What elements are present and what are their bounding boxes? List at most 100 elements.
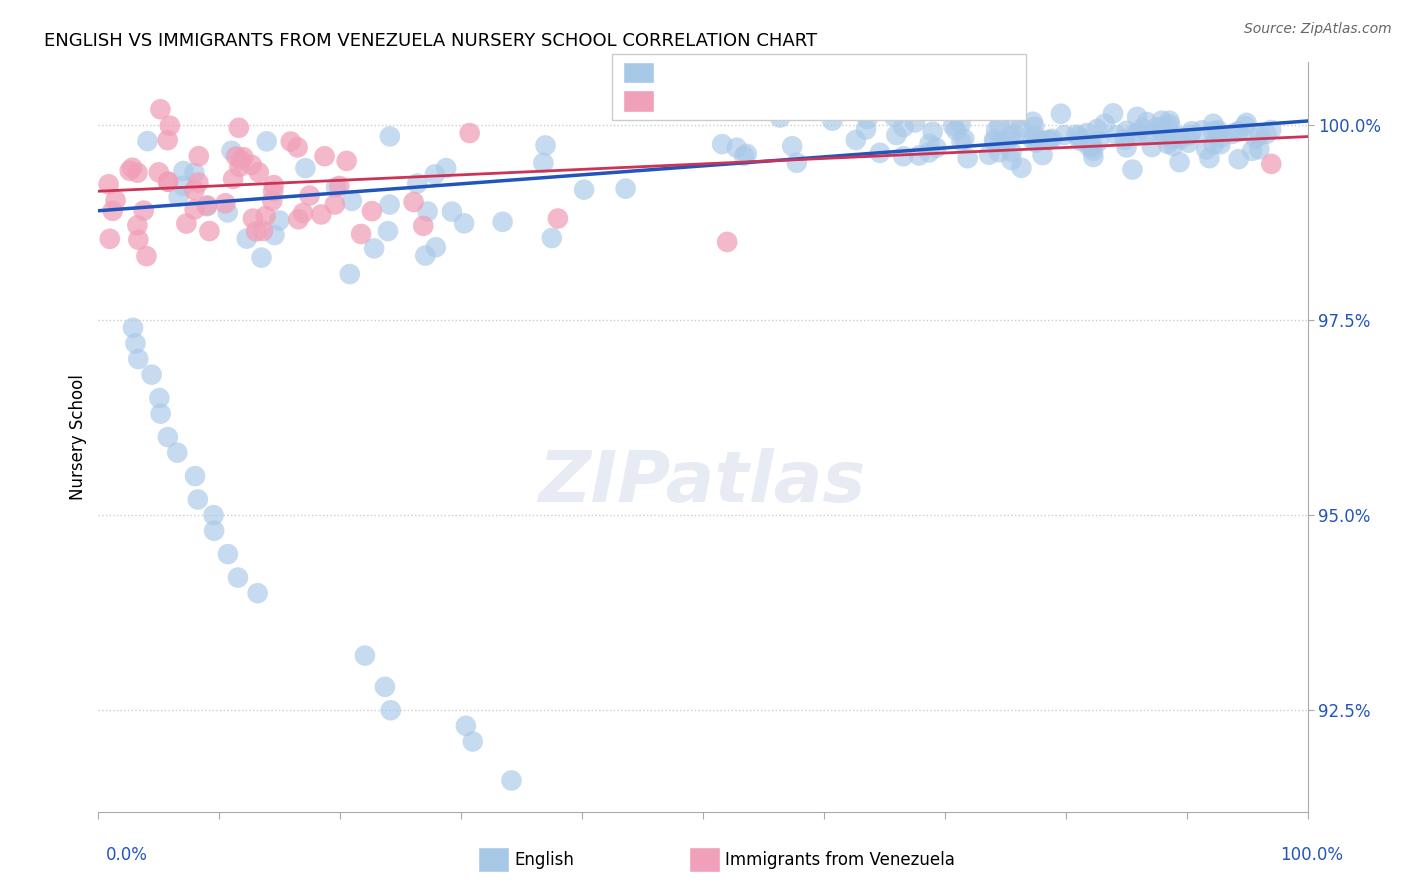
Point	[246, 586, 269, 600]
Point	[886, 128, 908, 142]
Point	[1022, 114, 1045, 128]
Point	[501, 773, 523, 788]
Point	[217, 205, 239, 219]
Point	[314, 149, 336, 163]
Point	[1249, 128, 1271, 143]
Point	[988, 118, 1011, 132]
Point	[1159, 113, 1181, 128]
Point	[183, 166, 205, 180]
Point	[1244, 131, 1267, 145]
Point	[893, 120, 915, 134]
Point	[1209, 137, 1232, 152]
Point	[454, 719, 477, 733]
Point	[461, 734, 484, 748]
Point	[1010, 161, 1032, 175]
Point	[711, 137, 734, 152]
Point	[298, 188, 321, 202]
Point	[157, 175, 180, 189]
Point	[252, 224, 274, 238]
Point	[453, 216, 475, 230]
Point	[104, 194, 127, 208]
Point	[855, 122, 877, 136]
Point	[226, 570, 249, 584]
Point	[1076, 126, 1098, 140]
Point	[1195, 143, 1218, 157]
Point	[184, 469, 207, 483]
Point	[240, 158, 263, 172]
Point	[1150, 113, 1173, 128]
Point	[733, 149, 755, 163]
Point	[228, 120, 250, 135]
Point	[262, 184, 284, 198]
Point	[973, 95, 995, 109]
Point	[1114, 133, 1136, 147]
Point	[845, 133, 868, 147]
Point	[725, 141, 748, 155]
Point	[950, 134, 973, 148]
Point	[1040, 132, 1063, 146]
Point	[1105, 128, 1128, 143]
Point	[217, 547, 239, 561]
Text: 0.0%: 0.0%	[105, 846, 148, 863]
Point	[159, 119, 181, 133]
Point	[1038, 133, 1060, 147]
Point	[1136, 115, 1159, 129]
Point	[222, 172, 245, 186]
Point	[127, 166, 149, 180]
Point	[434, 161, 457, 175]
Point	[1081, 144, 1104, 158]
Point	[953, 132, 976, 146]
Point	[132, 203, 155, 218]
Point	[247, 165, 270, 179]
Point	[1032, 148, 1054, 162]
Text: Immigrants from Venezuela: Immigrants from Venezuela	[725, 851, 955, 869]
Point	[534, 138, 557, 153]
Point	[769, 111, 792, 125]
Point	[942, 119, 965, 133]
Point	[983, 135, 1005, 149]
Point	[336, 153, 359, 168]
Point	[1236, 116, 1258, 130]
Point	[1206, 123, 1229, 137]
Point	[904, 115, 927, 129]
Text: N = 65: N = 65	[830, 91, 900, 111]
Point	[363, 241, 385, 255]
Point	[925, 141, 948, 155]
Point	[195, 198, 218, 212]
Point	[263, 228, 285, 243]
Point	[1260, 123, 1282, 137]
Point	[1161, 139, 1184, 153]
Point	[1024, 128, 1046, 143]
Point	[187, 492, 209, 507]
Point	[214, 196, 236, 211]
Point	[172, 178, 194, 193]
Point	[1152, 120, 1174, 134]
Point	[1153, 127, 1175, 141]
Point	[1177, 136, 1199, 150]
Point	[1256, 127, 1278, 141]
Text: English: English	[515, 851, 575, 869]
Point	[1227, 152, 1250, 166]
Point	[156, 175, 179, 189]
Point	[350, 227, 373, 241]
Point	[883, 110, 905, 124]
Point	[540, 231, 562, 245]
Point	[1000, 145, 1022, 159]
Point	[156, 133, 179, 147]
Point	[339, 267, 361, 281]
Point	[229, 153, 252, 167]
Point	[547, 211, 569, 226]
Point	[1241, 144, 1264, 158]
Point	[1206, 126, 1229, 140]
Point	[124, 336, 146, 351]
Point	[1002, 112, 1025, 127]
Point	[149, 407, 172, 421]
Point	[280, 135, 302, 149]
Point	[167, 190, 190, 204]
Point	[256, 134, 278, 148]
Point	[1126, 127, 1149, 141]
Point	[148, 391, 170, 405]
Point	[1024, 120, 1046, 134]
Point	[869, 145, 891, 160]
Point	[1022, 133, 1045, 147]
